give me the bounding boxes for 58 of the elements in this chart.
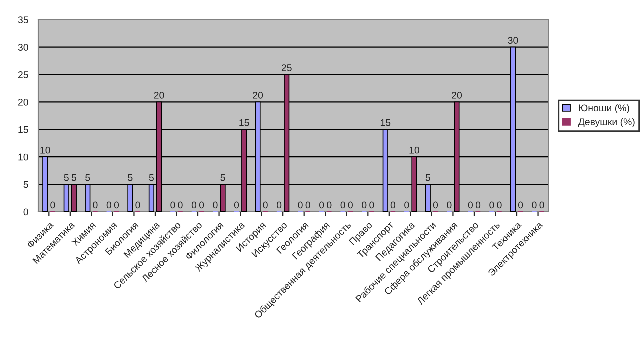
- data-label: 0: [540, 202, 544, 209]
- data-label: 0: [192, 202, 197, 209]
- data-label: 30: [508, 37, 518, 44]
- data-label: 0: [390, 202, 396, 209]
- data-label: 0: [170, 202, 176, 209]
- data-label: 0: [340, 202, 346, 209]
- data-label: 0: [199, 202, 204, 209]
- data-label: 0: [447, 202, 452, 209]
- data-label: 0: [433, 202, 438, 209]
- legend-label: Девушки (%): [578, 118, 635, 128]
- data-label: 0: [106, 202, 112, 209]
- data-label: 0: [178, 202, 183, 209]
- data-label: 5: [128, 174, 133, 182]
- data-label: 0: [518, 202, 524, 209]
- data-label: 0: [213, 202, 218, 209]
- data-label: 10: [410, 146, 420, 154]
- data-label: 5: [64, 174, 69, 182]
- data-label: 0: [320, 202, 324, 209]
- data-label: 0: [306, 202, 310, 209]
- legend-label: Юноши (%): [579, 104, 630, 114]
- data-label: 0: [234, 202, 240, 209]
- y-tick-label: 35: [18, 16, 28, 24]
- data-label: 10: [40, 146, 50, 154]
- y-tick-label: 20: [18, 98, 28, 106]
- data-label: 20: [154, 92, 164, 99]
- data-label: 0: [276, 202, 282, 209]
- y-tick-label: 10: [18, 154, 28, 161]
- data-label: 0: [468, 202, 474, 209]
- data-label: 0: [348, 202, 353, 209]
- data-label: 0: [93, 202, 98, 209]
- data-label: 5: [220, 174, 226, 182]
- data-label: 0: [532, 202, 537, 209]
- data-label: 20: [452, 92, 462, 99]
- data-label: 0: [404, 202, 410, 209]
- y-tick-label: 0: [24, 208, 28, 216]
- data-label: 25: [282, 64, 292, 72]
- data-label: 0: [497, 202, 502, 209]
- y-tick-label: 5: [24, 181, 28, 188]
- y-tick-label: 30: [18, 44, 28, 51]
- data-label: 15: [240, 120, 250, 126]
- data-label: 15: [380, 120, 391, 126]
- data-label: 0: [263, 202, 268, 209]
- data-label: 0: [327, 202, 332, 209]
- data-label: 0: [50, 202, 56, 209]
- data-label: 5: [72, 174, 76, 182]
- data-label: 0: [362, 202, 367, 209]
- data-label: 0: [490, 202, 494, 209]
- y-tick-label: 15: [18, 126, 28, 134]
- data-label: 0: [114, 202, 120, 209]
- data-label: 0: [136, 202, 140, 209]
- data-label: 0: [370, 202, 374, 209]
- data-label: 0: [298, 202, 303, 209]
- data-label: 5: [86, 174, 90, 182]
- y-tick-label: 25: [18, 72, 28, 78]
- data-label: 5: [149, 174, 154, 182]
- data-label: 20: [253, 92, 264, 99]
- data-label: 5: [426, 174, 430, 182]
- data-label: 0: [476, 202, 481, 209]
